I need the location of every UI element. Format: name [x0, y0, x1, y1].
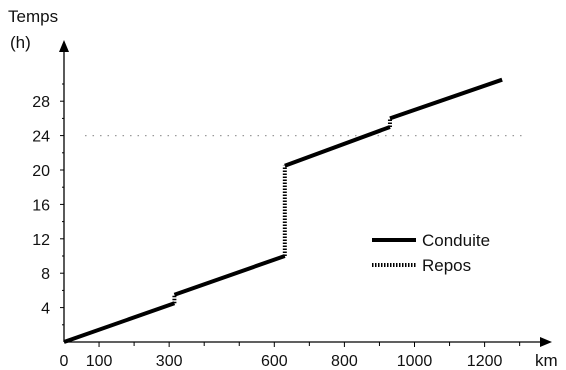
y-axis-arrow	[59, 40, 69, 52]
y-tick-label: 24	[32, 129, 50, 146]
x-tick-label: 600	[261, 353, 288, 370]
x-tick-label: 800	[331, 353, 358, 370]
conduite-segment	[63, 301, 176, 344]
y-axis-title-line1: Temps	[8, 7, 58, 26]
y-tick-label: 16	[32, 197, 50, 214]
x-tick-label: 100	[86, 353, 113, 370]
conduite-segment	[284, 125, 391, 168]
y-tick-label: 8	[41, 266, 50, 283]
tick-marks	[60, 83, 521, 347]
y-tick-label: 20	[32, 163, 50, 180]
x-tick-label: 300	[156, 353, 183, 370]
y-axis-title-line2: (h)	[10, 33, 31, 52]
series-layer	[63, 77, 503, 344]
conduite-segment	[389, 77, 503, 121]
y-tick-label: 12	[32, 232, 50, 249]
x-tick-label: 1200	[467, 353, 503, 370]
tick-labels: 4 8 12 16 20 24 28 0 100 300 600 800 1000 1200	[32, 94, 502, 370]
x-tick-label: 0	[60, 353, 69, 370]
axes	[59, 40, 552, 347]
y-tick-label: 28	[32, 94, 50, 111]
legend: Conduite Repos	[372, 231, 490, 275]
x-tick-label: 1000	[397, 353, 433, 370]
x-axis-title: km	[535, 351, 558, 370]
legend-label-conduite: Conduite	[422, 231, 490, 250]
y-tick-label: 4	[41, 301, 50, 318]
x-axis-arrow	[540, 337, 552, 347]
legend-label-repos: Repos	[422, 256, 471, 275]
conduite-segment	[173, 254, 286, 297]
